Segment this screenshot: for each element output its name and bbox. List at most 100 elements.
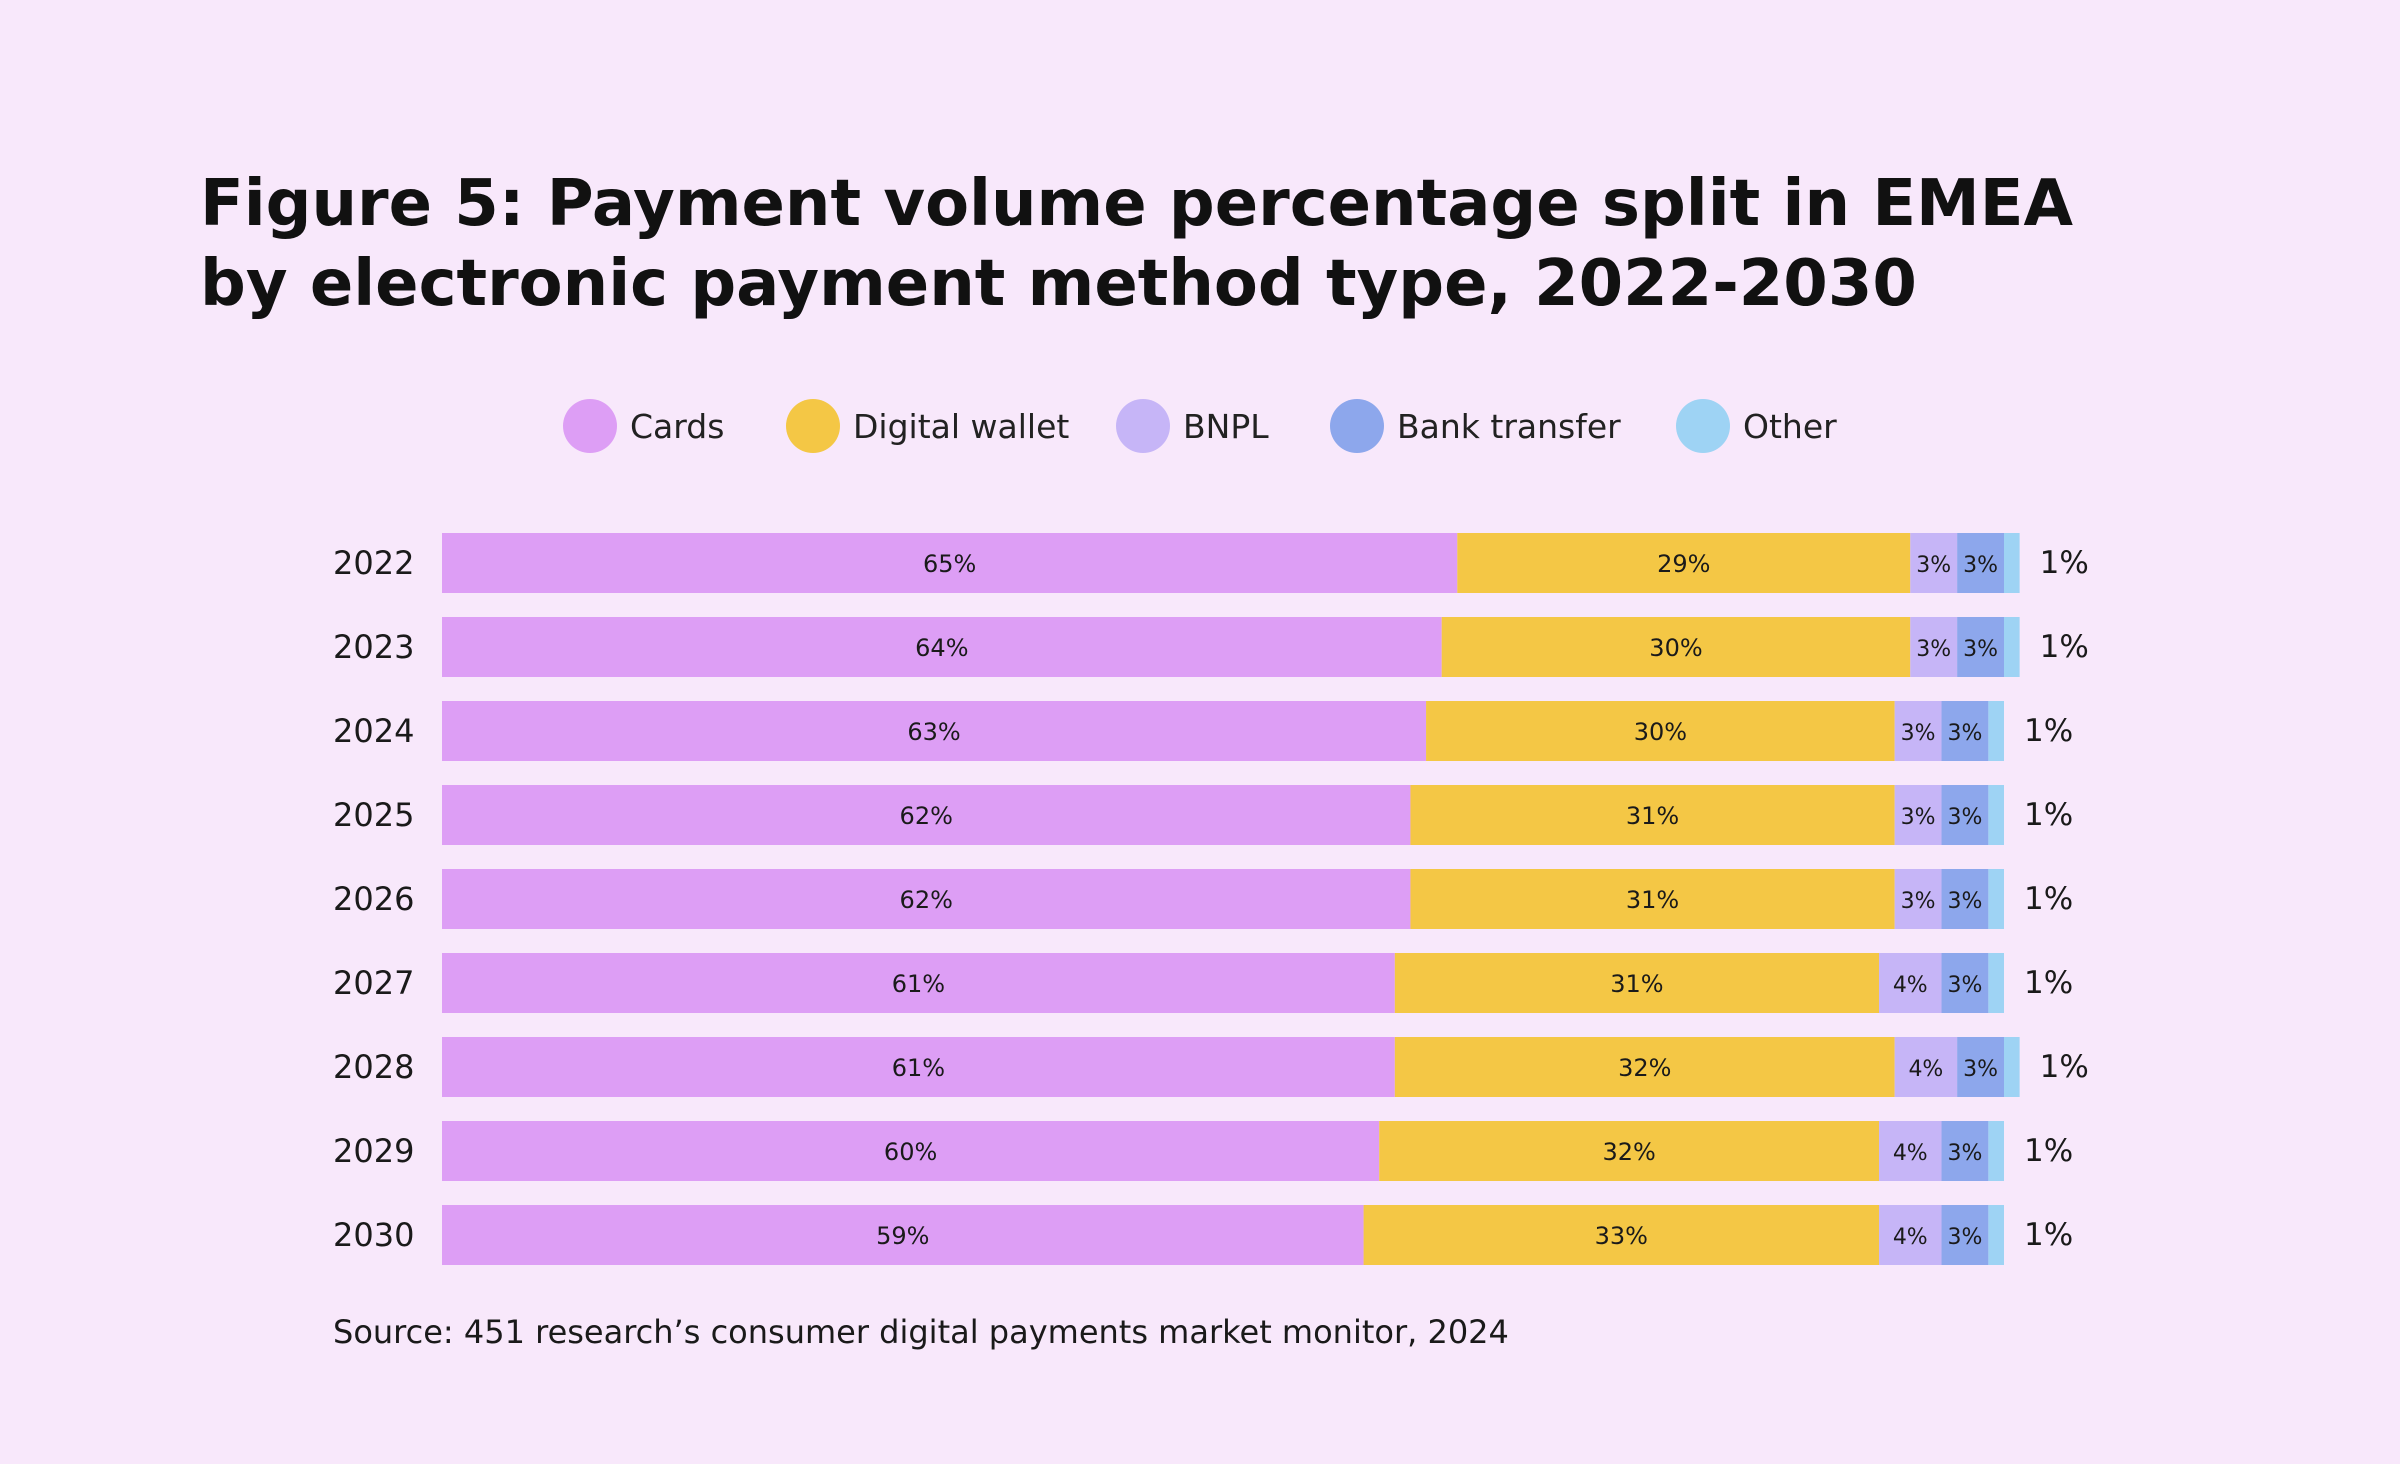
bar-row-2029: 2029 60% 32% 4% 3% 1% (333, 1121, 2073, 1181)
data-label-other-2027: 1% (2024, 965, 2073, 1001)
bar-segment-bank-transfer-2029 (1941, 1121, 1989, 1181)
bar-segment-digital-wallet-2028 (1394, 1037, 1895, 1097)
data-label-bank-transfer-2026: 3% (1947, 889, 1982, 914)
data-label-bnpl-2024: 3% (1901, 721, 1936, 746)
bar-segment-cards-2027 (442, 953, 1395, 1013)
category-label-2023: 2023 (333, 628, 414, 666)
bar-segment-cards-2030 (442, 1205, 1364, 1265)
legend-swatch-cards (563, 399, 617, 453)
data-label-cards-2027: 61% (892, 970, 945, 998)
bar-segment-bnpl-2022 (1910, 533, 1958, 593)
data-label-bnpl-2026: 3% (1901, 889, 1936, 914)
legend-item-bnpl: BNPL (1116, 399, 1269, 453)
data-label-digital-wallet-2025: 31% (1626, 802, 1679, 830)
bar-segment-other-2022 (2004, 533, 2020, 593)
bar-row-2024: 2024 63% 30% 3% 3% 1% (333, 701, 2073, 761)
data-label-cards-2029: 60% (884, 1138, 937, 1166)
bar-segment-other-2030 (1988, 1205, 2004, 1265)
legend-label-digital-wallet: Digital wallet (853, 407, 1069, 446)
bar-segment-bnpl-2028 (1894, 1037, 1958, 1097)
bar-segment-bnpl-2026 (1894, 869, 1942, 929)
bar-segment-other-2028 (2004, 1037, 2020, 1097)
bar-segment-other-2023 (2004, 617, 2020, 677)
bar-segment-bnpl-2023 (1910, 617, 1958, 677)
data-label-other-2025: 1% (2024, 797, 2073, 833)
legend-item-digital-wallet: Digital wallet (786, 399, 1069, 453)
category-label-2028: 2028 (333, 1048, 414, 1086)
chart-title-line-2: by electronic payment method type, 2022-… (200, 247, 1917, 321)
data-label-bank-transfer-2024: 3% (1947, 721, 1982, 746)
data-label-cards-2025: 62% (900, 802, 953, 830)
legend-swatch-other (1676, 399, 1730, 453)
bar-segment-digital-wallet-2025 (1410, 785, 1895, 845)
source-note: Source: 451 research’s consumer digital … (333, 1313, 1509, 1351)
category-label-2024: 2024 (333, 712, 414, 750)
legend-item-bank-transfer: Bank transfer (1330, 399, 1621, 453)
data-label-bnpl-2023: 3% (1916, 637, 1951, 662)
bar-segment-digital-wallet-2024 (1426, 701, 1895, 761)
data-label-other-2023: 1% (2040, 629, 2089, 665)
legend-item-cards: Cards (563, 399, 724, 453)
data-label-digital-wallet-2027: 31% (1610, 970, 1663, 998)
data-label-cards-2030: 59% (876, 1222, 929, 1250)
bar-segment-bank-transfer-2027 (1941, 953, 1989, 1013)
data-label-other-2026: 1% (2024, 881, 2073, 917)
bar-segment-other-2027 (1988, 953, 2004, 1013)
bar-segment-bank-transfer-2024 (1941, 701, 1989, 761)
data-label-digital-wallet-2028: 32% (1618, 1054, 1671, 1082)
bar-segment-digital-wallet-2023 (1441, 617, 1911, 677)
bar-segment-cards-2022 (442, 533, 1458, 593)
data-label-digital-wallet-2023: 30% (1649, 634, 1702, 662)
bar-segment-other-2025 (1988, 785, 2004, 845)
bar-segment-digital-wallet-2027 (1394, 953, 1880, 1013)
bar-segment-bnpl-2024 (1894, 701, 1942, 761)
bar-segment-digital-wallet-2029 (1379, 1121, 1880, 1181)
bar-segment-bank-transfer-2030 (1941, 1205, 1989, 1265)
data-label-other-2024: 1% (2024, 713, 2073, 749)
data-label-other-2022: 1% (2040, 545, 2089, 581)
bar-row-2025: 2025 62% 31% 3% 3% 1% (333, 785, 2073, 845)
legend: Cards Digital wallet BNPL Bank transfer Othe… (563, 399, 1837, 453)
bar-row-2022: 2022 65% 29% 3% 3% 1% (333, 533, 2089, 593)
bar-segment-bank-transfer-2025 (1941, 785, 1989, 845)
data-label-other-2029: 1% (2024, 1133, 2073, 1169)
bar-segment-bank-transfer-2026 (1941, 869, 1989, 929)
data-label-digital-wallet-2029: 32% (1602, 1138, 1655, 1166)
data-label-bnpl-2022: 3% (1916, 553, 1951, 578)
bar-segment-bank-transfer-2023 (1957, 617, 2004, 677)
bar-segment-bnpl-2029 (1879, 1121, 1942, 1181)
bar-segment-cards-2025 (442, 785, 1411, 845)
bar-row-2027: 2027 61% 31% 4% 3% 1% (333, 953, 2073, 1013)
data-label-bank-transfer-2029: 3% (1947, 1141, 1982, 1166)
bar-row-2026: 2026 62% 31% 3% 3% 1% (333, 869, 2073, 929)
data-label-other-2028: 1% (2040, 1049, 2089, 1085)
bar-row-2028: 2028 61% 32% 4% 3% 1% (333, 1037, 2089, 1097)
chart-title-line-1: Figure 5: Payment volume percentage spli… (200, 167, 2073, 241)
legend-label-cards: Cards (630, 407, 724, 446)
legend-label-bank-transfer: Bank transfer (1397, 407, 1621, 446)
data-label-bank-transfer-2027: 3% (1947, 973, 1982, 998)
legend-label-other: Other (1743, 407, 1837, 446)
data-label-bank-transfer-2022: 3% (1963, 553, 1998, 578)
data-label-digital-wallet-2024: 30% (1634, 718, 1687, 746)
bar-segment-other-2029 (1988, 1121, 2004, 1181)
category-label-2026: 2026 (333, 880, 414, 918)
bar-row-2023: 2023 64% 30% 3% 3% 1% (333, 617, 2089, 677)
bar-segment-cards-2028 (442, 1037, 1395, 1097)
legend-swatch-bnpl (1116, 399, 1170, 453)
chart-title: Figure 5: Payment volume percentage spli… (200, 167, 2073, 321)
data-label-cards-2024: 63% (907, 718, 960, 746)
category-label-2025: 2025 (333, 796, 414, 834)
bar-segment-cards-2024 (442, 701, 1427, 761)
category-label-2027: 2027 (333, 964, 414, 1002)
bar-segment-cards-2023 (442, 617, 1442, 677)
data-label-bnpl-2029: 4% (1893, 1141, 1928, 1166)
legend-swatch-bank-transfer (1330, 399, 1384, 453)
bar-segment-cards-2026 (442, 869, 1411, 929)
data-label-bank-transfer-2030: 3% (1947, 1225, 1982, 1250)
data-label-digital-wallet-2022: 29% (1657, 550, 1710, 578)
bar-segment-bnpl-2027 (1879, 953, 1942, 1013)
data-label-bank-transfer-2023: 3% (1963, 637, 1998, 662)
bar-segment-cards-2029 (442, 1121, 1380, 1181)
